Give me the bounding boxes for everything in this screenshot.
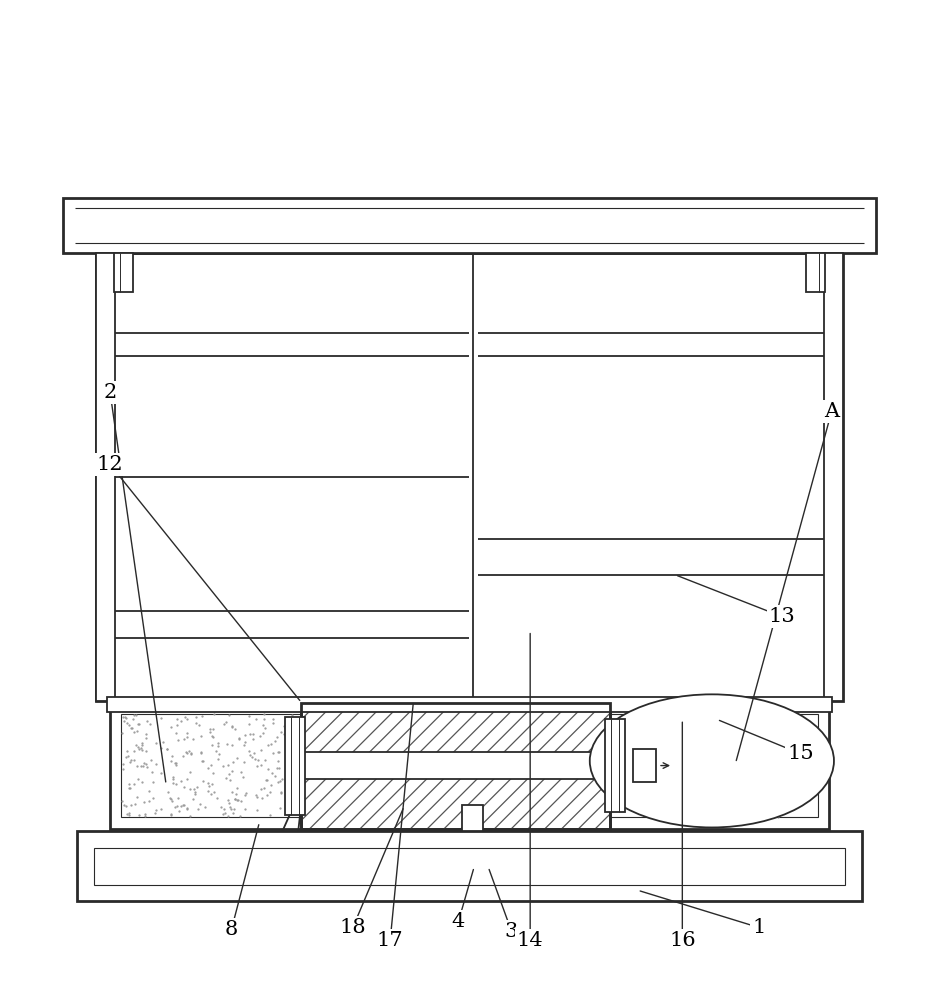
Bar (110, 703, 829, 829)
Text: 2: 2 (103, 383, 116, 402)
Bar (301, 703, 609, 829)
Text: 14: 14 (516, 931, 544, 950)
Bar (64, 198, 875, 253)
Bar (94, 848, 845, 885)
Text: 13: 13 (769, 607, 795, 626)
Text: 8: 8 (224, 920, 239, 939)
Bar (807, 253, 825, 292)
Bar (605, 719, 625, 812)
Bar (301, 703, 609, 829)
Ellipse shape (590, 694, 834, 827)
Bar (114, 253, 132, 292)
Text: 12: 12 (97, 455, 123, 474)
Text: 3: 3 (505, 922, 518, 941)
Text: 18: 18 (340, 918, 366, 937)
Bar (301, 752, 609, 779)
Bar (824, 253, 843, 701)
Text: 4: 4 (452, 912, 465, 931)
Bar (462, 805, 483, 831)
Bar (107, 697, 832, 712)
Bar (121, 714, 818, 817)
Bar (633, 749, 656, 782)
Text: 1: 1 (752, 918, 765, 937)
Text: 17: 17 (377, 931, 404, 950)
Bar (285, 717, 305, 815)
Bar (96, 253, 843, 701)
Text: A: A (824, 402, 839, 421)
Bar (77, 831, 862, 901)
Bar (96, 253, 115, 701)
Text: 15: 15 (788, 744, 814, 763)
Text: 16: 16 (669, 931, 696, 950)
